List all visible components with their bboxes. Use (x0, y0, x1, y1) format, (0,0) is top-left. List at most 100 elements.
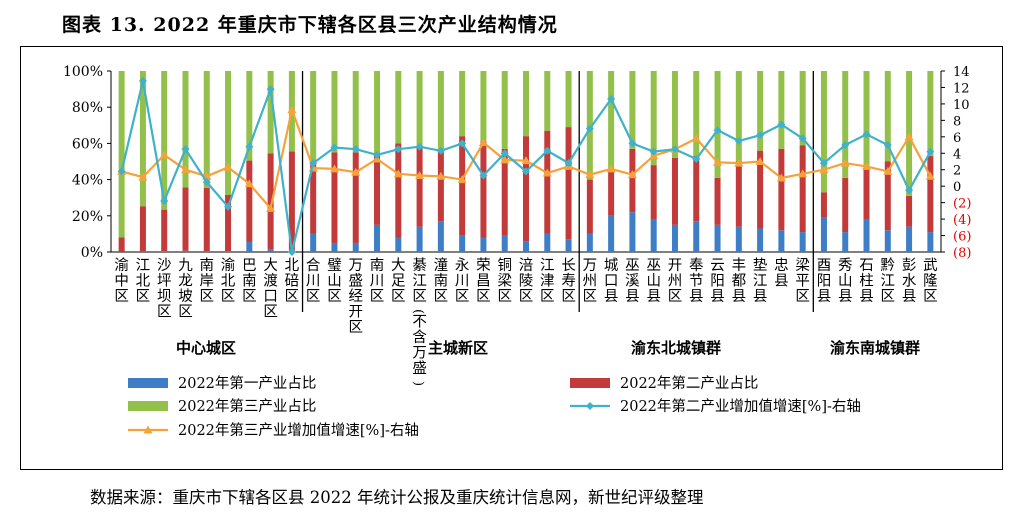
legend-item: 2022年第一产业占比 (128, 374, 316, 392)
bar-primary (225, 251, 232, 252)
secondary-growth-point (713, 126, 722, 135)
svg-text:开: 开 (348, 305, 363, 321)
secondary-growth-point (585, 124, 594, 133)
secondary-growth-point (245, 142, 254, 151)
svg-text:区: 区 (668, 289, 683, 305)
tertiary-growth-point (457, 175, 467, 184)
left-axis-tick-label: 60% (72, 136, 103, 152)
tertiary-growth-point (691, 133, 701, 142)
svg-text:县: 县 (838, 289, 853, 305)
left-axis-tick-label: 100% (63, 64, 103, 80)
tertiary-growth-point (223, 162, 233, 171)
svg-text:忠: 忠 (774, 257, 789, 274)
bar-secondary (161, 209, 168, 252)
svg-text:县: 县 (604, 289, 619, 305)
svg-text:万: 万 (348, 258, 363, 274)
secondary-growth-point (394, 145, 403, 154)
tertiary-growth-point (925, 171, 935, 180)
bar-tertiary (757, 71, 764, 151)
legend-label: 2022年第二产业占比 (620, 374, 758, 392)
legend-label: 2022年第三产业增加值增速[%]-右轴 (178, 421, 419, 439)
bar-secondary (225, 194, 232, 252)
svg-text:江: 江 (753, 273, 768, 290)
figure-title: 图表 13. 2022 年重庆市下辖各区县三次产业结构情况 (62, 14, 558, 36)
bar-secondary (842, 177, 849, 233)
svg-text:彭: 彭 (902, 257, 917, 274)
svg-text:区: 区 (200, 289, 215, 305)
secondary-growth-point (266, 85, 275, 94)
bar-tertiary (842, 71, 849, 178)
secondary-growth-point (649, 147, 658, 156)
bar-tertiary (927, 71, 934, 157)
x-axis-label: 大足区 (391, 257, 406, 305)
tertiary-growth-point (840, 158, 850, 167)
svg-text:区: 区 (923, 289, 938, 305)
bar-tertiary (544, 71, 551, 131)
legend-swatch (128, 378, 168, 388)
svg-text:长: 长 (561, 257, 576, 274)
svg-text:区: 区 (136, 289, 151, 305)
legend-swatch (128, 401, 168, 411)
svg-text:酉: 酉 (817, 258, 832, 274)
tertiary-growth-point (266, 203, 276, 212)
svg-text:县: 县 (774, 274, 789, 290)
tertiary-growth-point (627, 170, 637, 179)
svg-text:含: 含 (412, 329, 427, 346)
x-axis-label: 奉节县 (689, 257, 704, 305)
right-axis-tick-label: 2 (953, 164, 961, 179)
bar-secondary (182, 187, 189, 251)
right-axis-tick-label: 6 (953, 131, 961, 146)
group-label: 中心城区 (176, 339, 236, 357)
svg-text:口: 口 (604, 274, 619, 290)
bar-primary (820, 217, 827, 252)
x-axis-label: 巴南区 (242, 258, 257, 305)
tertiary-growth-point (734, 158, 744, 167)
bar-primary (139, 251, 146, 252)
bar-primary (778, 230, 785, 252)
svg-text:区: 区 (178, 305, 193, 321)
right-axis-tick-label: 4 (953, 147, 961, 162)
svg-text:秀: 秀 (838, 257, 853, 274)
svg-text:大: 大 (391, 257, 406, 274)
bar-secondary (820, 192, 827, 218)
svg-text:县: 县 (625, 289, 640, 305)
legend-swatch (570, 378, 610, 388)
bar-primary (544, 233, 551, 252)
group-label: 渝东南城镇群 (830, 339, 920, 357)
svg-text:城: 城 (604, 257, 619, 274)
tertiary-growth-point (500, 155, 510, 164)
bar-primary (523, 241, 529, 252)
bar-primary (459, 235, 466, 252)
right-axis-tick-label: 10 (953, 98, 970, 113)
svg-text:坝: 坝 (157, 288, 172, 305)
legend-label: 2022年第一产业占比 (178, 374, 316, 392)
x-axis-label: 渝北区 (221, 257, 236, 305)
secondary-growth-point (117, 167, 126, 176)
secondary-growth-point (798, 134, 807, 143)
bar-tertiary (608, 71, 615, 171)
tertiary-growth-point (883, 166, 893, 175)
bar-secondary (757, 150, 764, 229)
svg-text:渡: 渡 (263, 273, 278, 290)
bar-secondary (288, 151, 295, 250)
bar-primary (246, 242, 253, 252)
bar-secondary (671, 157, 678, 225)
svg-text:寿: 寿 (561, 273, 576, 290)
svg-text:县: 县 (732, 289, 747, 305)
svg-text:区: 区 (519, 289, 534, 305)
svg-text:万: 万 (412, 346, 427, 362)
bar-tertiary (416, 71, 423, 148)
bar-tertiary (650, 71, 657, 166)
bar-tertiary (374, 71, 381, 155)
svg-text:都: 都 (732, 273, 747, 290)
bar-secondary (565, 127, 572, 240)
svg-text:柱: 柱 (859, 273, 874, 290)
bar-secondary (437, 150, 444, 222)
tertiary-growth-point (138, 172, 148, 181)
bar-primary (693, 221, 700, 252)
svg-text:江: 江 (881, 273, 896, 290)
tertiary-growth-point (244, 179, 254, 188)
tertiary-growth-point (904, 132, 914, 141)
svg-text:龙: 龙 (178, 273, 193, 290)
right-axis-tick-label: 12 (953, 81, 970, 96)
